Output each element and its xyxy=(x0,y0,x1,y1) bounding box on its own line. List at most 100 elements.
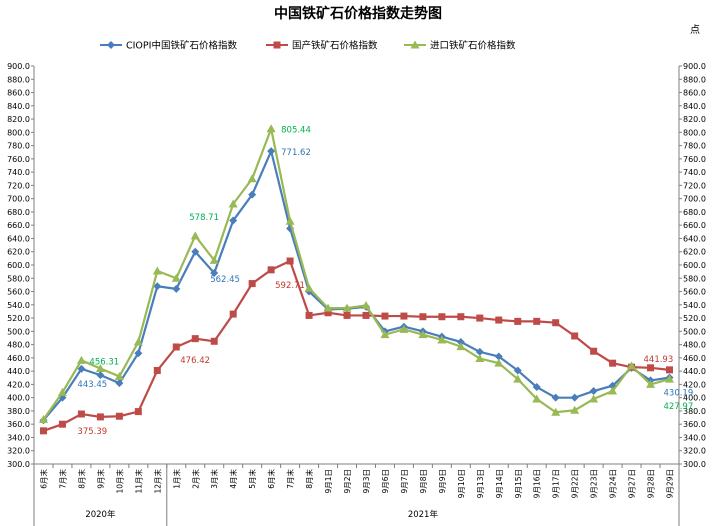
x-tick-label: 3月末 xyxy=(209,469,219,489)
left-tick-label: 360.0 xyxy=(7,420,30,429)
left-tick-label: 320.0 xyxy=(7,447,30,456)
series-layer xyxy=(38,124,675,435)
triangle-marker xyxy=(570,405,580,414)
x-tick-label: 9月8日 xyxy=(419,469,428,494)
triangle-marker xyxy=(665,374,675,383)
x-tick-label: 9月1日 xyxy=(324,469,333,494)
x-tick-label: 11月末 xyxy=(133,469,143,494)
right-tick-label: 480.0 xyxy=(683,341,706,350)
left-tick-label: 520.0 xyxy=(7,314,30,323)
series-line xyxy=(43,259,670,432)
square-marker xyxy=(362,311,370,319)
left-tick-label: 860.0 xyxy=(7,89,30,98)
series-2 xyxy=(38,124,675,424)
left-tick-label: 720.0 xyxy=(7,181,30,190)
x-tick-label: 9月14日 xyxy=(495,469,504,498)
triangle-marker xyxy=(190,231,200,240)
left-tick-label: 900.0 xyxy=(7,62,30,71)
left-tick-label: 840.0 xyxy=(7,102,30,111)
diamond-marker xyxy=(191,247,200,256)
triangle-marker xyxy=(627,361,637,370)
triangle-marker xyxy=(266,124,276,133)
right-tick-label: 740.0 xyxy=(683,168,706,177)
right-tick-label: 460.0 xyxy=(683,354,706,363)
x-tick-label: 10月末 xyxy=(114,469,124,494)
unit-label: 点 xyxy=(690,24,700,36)
right-tick-label: 600.0 xyxy=(683,261,706,270)
triangle-marker xyxy=(247,174,257,183)
square-marker xyxy=(267,266,275,274)
left-tick-label: 480.0 xyxy=(7,341,30,350)
square-marker xyxy=(590,347,598,355)
diamond-marker xyxy=(153,282,162,291)
x-tick-label: 9月24日 xyxy=(609,469,618,498)
triangle-marker xyxy=(342,303,352,312)
triangle-marker xyxy=(475,354,485,363)
diamond-marker xyxy=(77,364,86,373)
square-marker xyxy=(343,311,351,319)
square-marker xyxy=(381,312,389,320)
left-tick-label: 680.0 xyxy=(7,208,30,217)
triangle-marker xyxy=(380,330,390,339)
triangle-marker xyxy=(133,337,143,346)
triangle-marker xyxy=(152,266,162,275)
data-label: 456.31 xyxy=(89,357,119,367)
triangle-marker xyxy=(608,386,618,395)
right-tick-label: 320.0 xyxy=(683,447,706,456)
right-tick-label: 560.0 xyxy=(683,288,706,297)
right-tick-label: 300.0 xyxy=(683,460,706,469)
right-tick-label: 400.0 xyxy=(683,394,706,403)
data-label: 443.45 xyxy=(77,380,107,390)
left-tick-label: 540.0 xyxy=(7,301,30,310)
x-tick-label: 7月末 xyxy=(57,469,67,489)
square-marker xyxy=(647,364,655,372)
square-marker xyxy=(134,408,142,416)
right-tick-label: 680.0 xyxy=(683,208,706,217)
square-marker xyxy=(666,366,674,374)
left-tick-label: 660.0 xyxy=(7,221,30,230)
diamond-marker xyxy=(570,393,579,402)
square-marker xyxy=(514,317,522,325)
diamond-marker xyxy=(456,337,465,346)
right-tick-label: 720.0 xyxy=(683,181,706,190)
triangle-marker xyxy=(399,324,409,333)
right-tick-label: 880.0 xyxy=(683,75,706,84)
legend-label: CIOPI中国铁矿石价格指数 xyxy=(126,40,237,52)
square-marker xyxy=(273,41,281,49)
left-tick-label: 820.0 xyxy=(7,115,30,124)
x-tick-label: 5月末 xyxy=(247,469,257,489)
x-tick-label: 9月2日 xyxy=(343,469,352,494)
triangle-marker xyxy=(228,199,238,208)
left-tick-label: 700.0 xyxy=(7,195,30,204)
triangle-marker xyxy=(513,374,523,383)
triangle-marker xyxy=(76,355,86,364)
right-tick-label: 360.0 xyxy=(683,420,706,429)
right-tick-label: 820.0 xyxy=(683,115,706,124)
left-tick-label: 780.0 xyxy=(7,142,30,151)
triangle-marker xyxy=(38,415,48,424)
square-marker xyxy=(438,313,446,321)
left-tick-label: 440.0 xyxy=(7,367,30,376)
right-tick-label: 340.0 xyxy=(683,433,706,442)
triangle-marker xyxy=(209,255,219,264)
right-tick-label: 700.0 xyxy=(683,195,706,204)
square-marker xyxy=(305,311,313,319)
left-tick-label: 560.0 xyxy=(7,288,30,297)
data-label: 578.71 xyxy=(189,213,219,223)
triangle-marker xyxy=(589,394,599,403)
square-marker xyxy=(324,309,332,317)
square-marker xyxy=(609,359,617,367)
chart-title: 中国铁矿石价格指数走势图 xyxy=(274,5,442,22)
diamond-marker xyxy=(532,383,541,392)
square-marker xyxy=(172,343,180,351)
triangle-marker xyxy=(494,358,504,367)
right-tick-label: 640.0 xyxy=(683,234,706,243)
diamond-marker xyxy=(267,147,276,156)
left-tick-label: 760.0 xyxy=(7,155,30,164)
left-tick-label: 400.0 xyxy=(7,394,30,403)
square-marker xyxy=(533,317,541,325)
x-tick-label: 9月6日 xyxy=(381,469,390,494)
x-tick-label: 7月末 xyxy=(285,469,295,489)
triangle-marker xyxy=(95,363,105,372)
